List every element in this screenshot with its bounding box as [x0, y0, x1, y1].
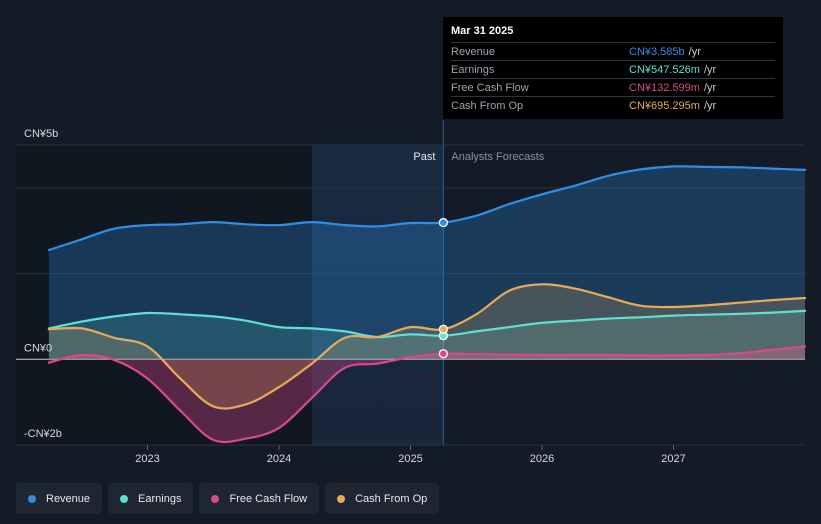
cash-from-op-marker [438, 324, 449, 334]
tooltip-unit: /yr [703, 99, 717, 112]
tooltip-row-revenue: Revenue CN¥3.585b /yr [451, 42, 775, 60]
legend-dot-icon [211, 494, 220, 503]
tooltip-value: CN¥3.585b [629, 45, 685, 58]
x-tick-label: 2027 [661, 453, 685, 465]
x-tick-label: 2025 [398, 453, 422, 465]
tooltip-unit: /yr [703, 81, 717, 94]
x-tick-label: 2023 [135, 453, 159, 465]
y-tick-label: CN¥5b [24, 128, 58, 140]
free-cash-flow-line [47, 345, 807, 444]
free-cash-flow-area [48, 346, 805, 443]
tooltip-value: CN¥132.599m [629, 81, 700, 94]
forecast-label: Analysts Forecasts [451, 151, 544, 163]
legend-label: Cash From Op [355, 492, 428, 505]
revenue-line [47, 165, 807, 252]
tooltip-row-earnings: Earnings CN¥547.526m /yr [451, 60, 775, 78]
earnings-area [48, 310, 805, 360]
tooltip-row-free-cash-flow: Free Cash Flow CN¥132.599m /yr [451, 78, 775, 96]
tooltip-label: Revenue [451, 45, 496, 58]
tooltip-date: Mar 31 2025 [451, 25, 514, 37]
x-tick-label: 2026 [530, 453, 554, 465]
legend-item-revenue[interactable]: Revenue [16, 483, 103, 514]
legend-label: Revenue [46, 492, 91, 505]
cash-from-op-line [47, 283, 807, 410]
tooltip-row-cash-from-op: Cash From Op CN¥695.295m /yr [451, 96, 775, 114]
legend-dot-icon [337, 494, 346, 503]
tooltip-value: CN¥695.295m [629, 99, 700, 112]
legend-label: Free Cash Flow [229, 492, 308, 505]
highlight-band [311, 145, 444, 445]
past-label: Past [413, 151, 435, 163]
legend-item-earnings[interactable]: Earnings [108, 483, 194, 514]
y-tick-label: CN¥0 [24, 342, 52, 354]
tooltip-label: Free Cash Flow [451, 81, 529, 94]
chart-legend: Revenue Earnings Free Cash Flow Cash Fro… [16, 483, 440, 514]
earnings-line [47, 309, 807, 339]
free-cash-flow-marker [438, 349, 449, 359]
legend-dot-icon [28, 494, 36, 503]
tooltip-value: CN¥547.526m [629, 63, 700, 76]
tooltip-label: Cash From Op [451, 99, 524, 112]
x-tick-label: 2024 [267, 453, 291, 465]
tooltip-label: Earnings [451, 63, 495, 76]
cash-from-op-area [48, 284, 805, 409]
legend-item-free-cash-flow[interactable]: Free Cash Flow [199, 483, 320, 514]
y-tick-label: -CN¥2b [24, 428, 62, 440]
tooltip-panel: Mar 31 2025 Revenue CN¥3.585b /yr Earnin… [443, 17, 783, 119]
revenue-marker [438, 217, 449, 228]
tooltip-unit: /yr [703, 63, 717, 76]
revenue-area [48, 166, 805, 360]
tooltip-unit: /yr [688, 45, 701, 58]
legend-dot-icon [120, 494, 129, 503]
legend-item-cash-from-op[interactable]: Cash From Op [325, 483, 440, 514]
legend-label: Earnings [138, 492, 182, 505]
